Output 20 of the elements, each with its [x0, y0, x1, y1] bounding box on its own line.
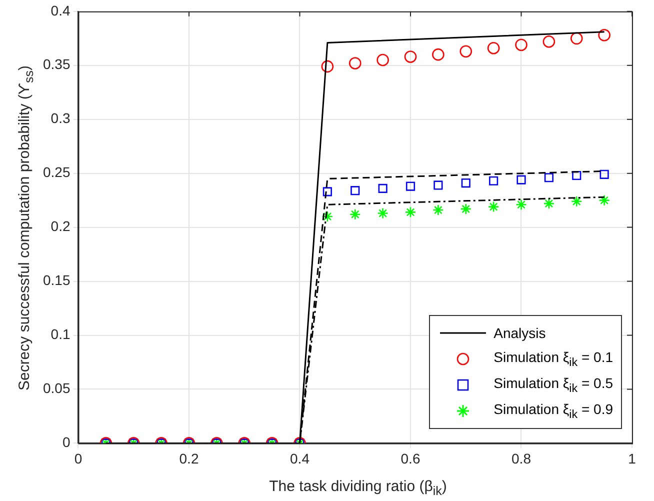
x-tick-label: 0.8	[512, 450, 532, 466]
y-tick-label: 0.15	[43, 272, 70, 288]
y-tick-label: 0.35	[43, 56, 70, 72]
y-tick-label: 0.3	[50, 110, 70, 126]
y-tick-label: 0.4	[50, 2, 70, 18]
y-tick-label: 0.1	[50, 326, 70, 342]
x-axis-title: The task dividing ratio (β$_{ik}$)	[269, 478, 447, 498]
legend-label: Simulation ξ$_{ik}$ = 0.9	[494, 401, 613, 421]
x-tick-label: 0.6	[400, 450, 420, 466]
x-tick-label: 0.2	[179, 450, 199, 466]
y-tick-label: 0.2	[50, 218, 70, 234]
legend-label: Simulation ξ$_{ik}$ = 0.1	[494, 349, 613, 369]
x-tick-label: 0	[74, 450, 82, 466]
y-tick-label: 0	[62, 434, 70, 450]
legend-label: Analysis	[494, 325, 546, 341]
legend-label: Simulation ξ$_{ik}$ = 0.5	[494, 375, 613, 395]
x-tick-label: 0.4	[290, 450, 310, 466]
x-tick-label: 1	[628, 450, 636, 466]
y-tick-label: 0.05	[43, 380, 70, 396]
y-tick-label: 0.25	[43, 164, 70, 180]
